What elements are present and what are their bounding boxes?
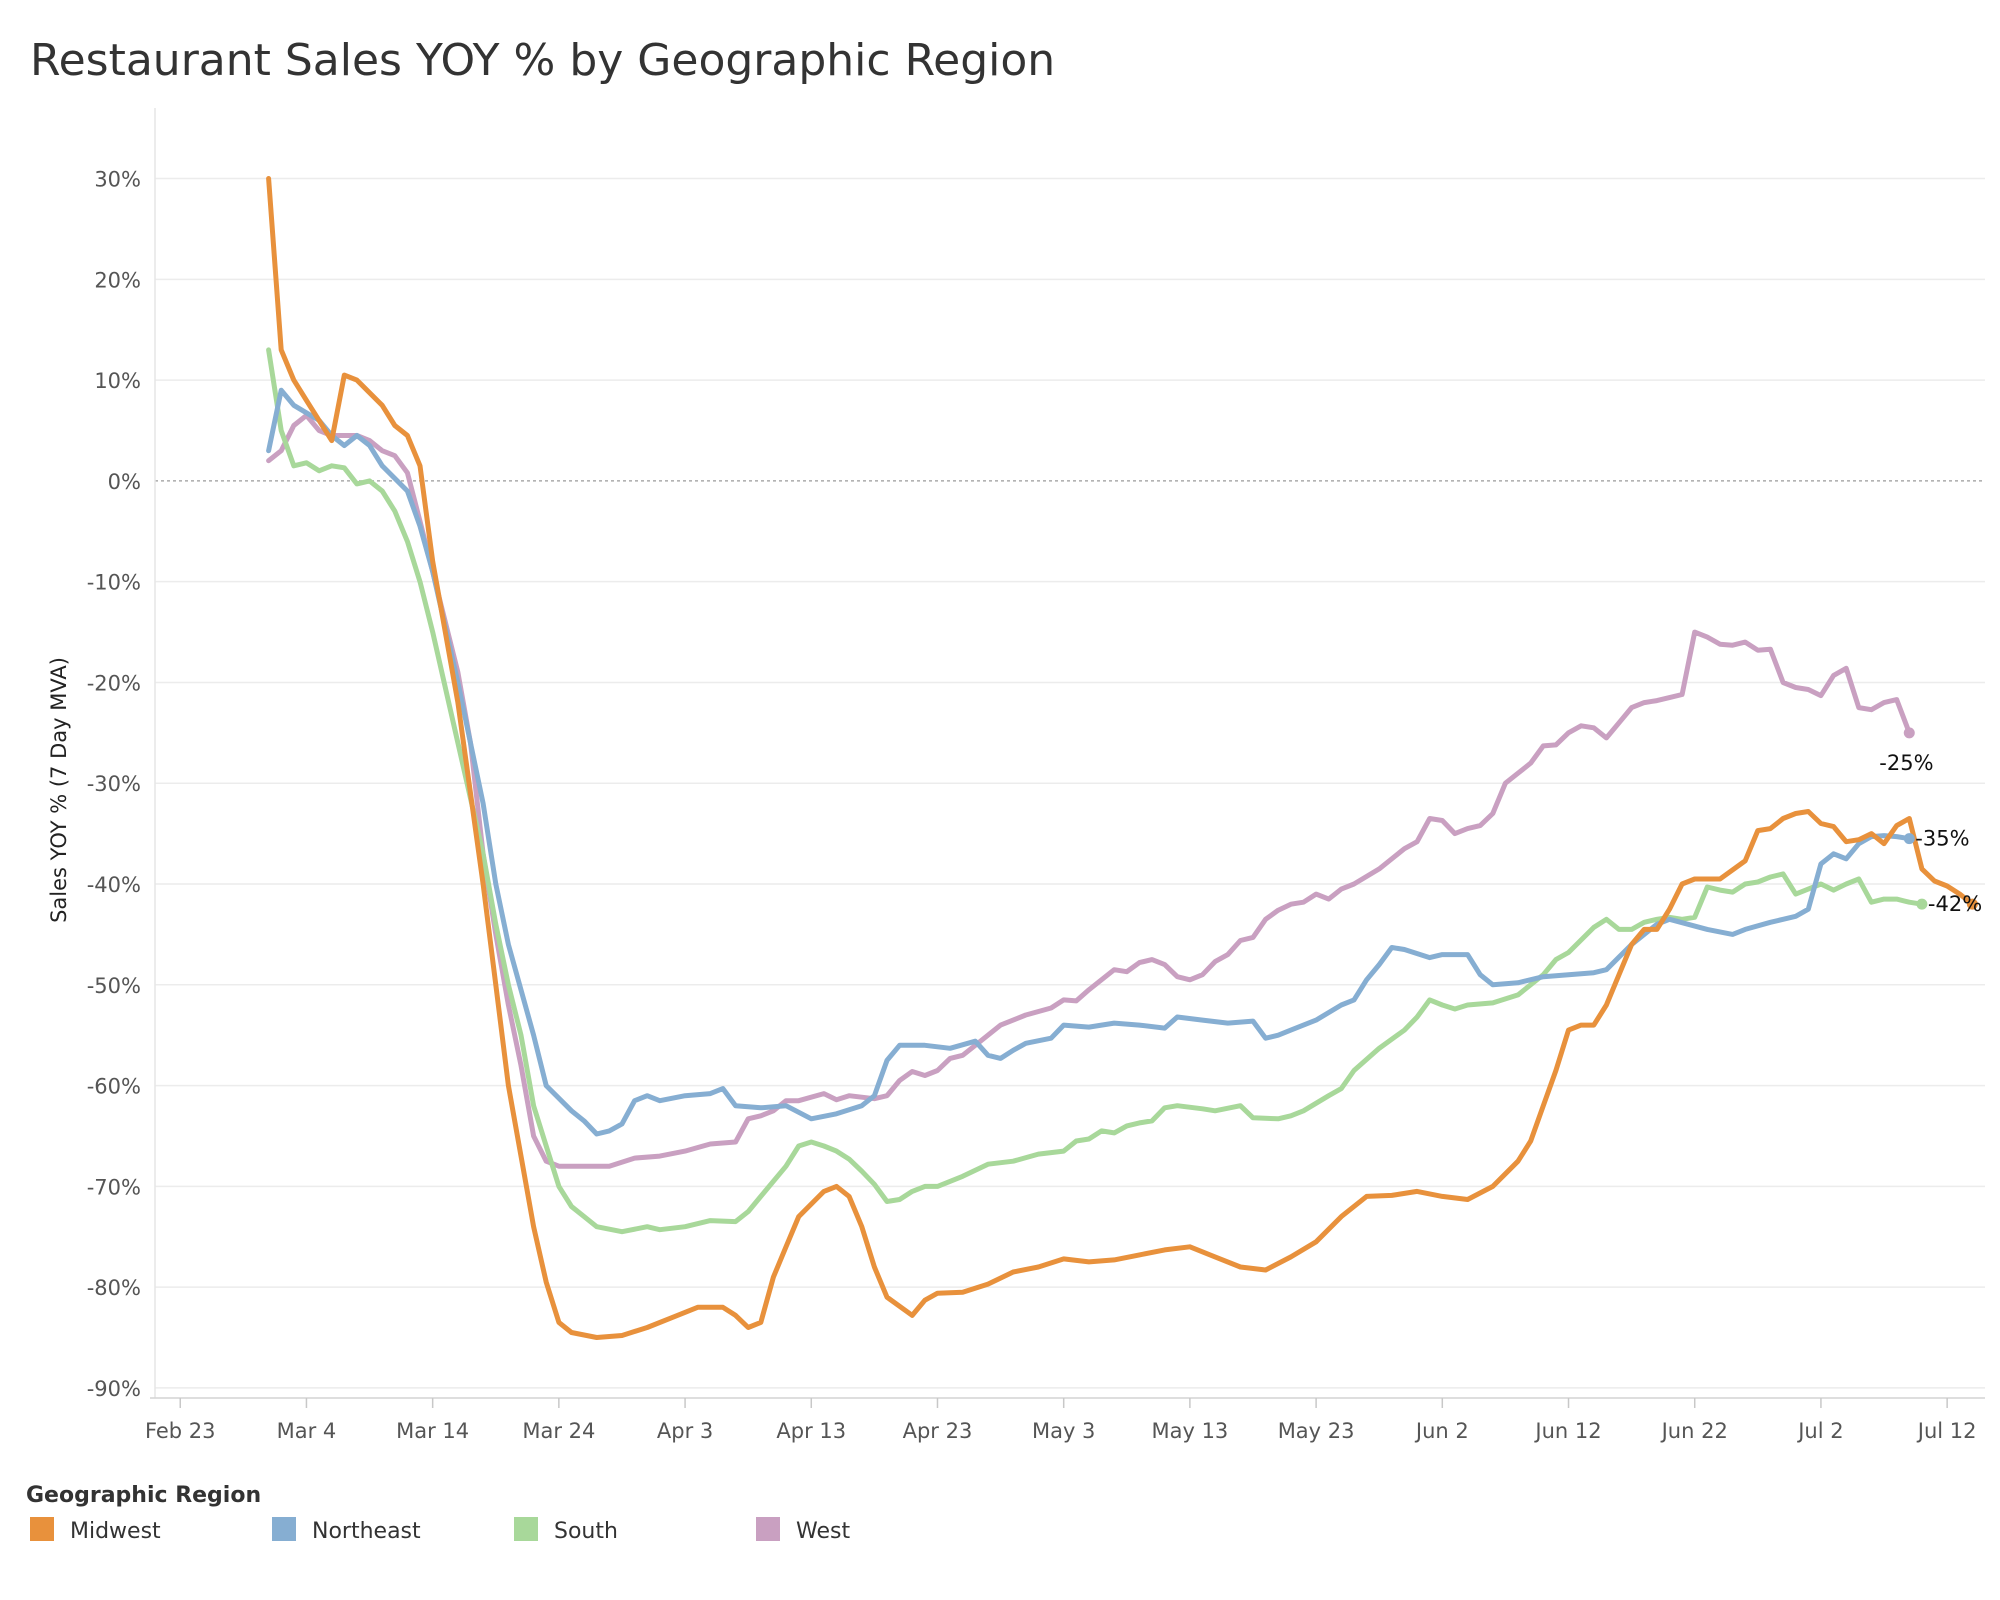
legend-swatch-northeast bbox=[272, 1517, 296, 1541]
y-tick-label: -50% bbox=[87, 974, 141, 998]
end-marker-midwest bbox=[1966, 898, 1978, 910]
y-tick-label: 0% bbox=[108, 470, 141, 494]
gridlines bbox=[155, 177, 1985, 1389]
y-tick-label: -70% bbox=[87, 1175, 141, 1199]
x-tick-label: Jun 2 bbox=[1414, 1419, 1469, 1443]
x-tick-label: Apr 3 bbox=[657, 1419, 713, 1443]
y-tick-label: -90% bbox=[87, 1377, 141, 1401]
end-label-south: -42% bbox=[1928, 892, 1982, 916]
end-marker-south bbox=[1916, 898, 1928, 910]
series-line-south bbox=[266, 347, 1925, 1235]
y-tick-label: -60% bbox=[87, 1075, 141, 1099]
y-tick-label: -10% bbox=[87, 571, 141, 595]
y-tick-label: -40% bbox=[87, 873, 141, 897]
end-marker-west bbox=[1903, 727, 1915, 739]
end-marker-northeast bbox=[1903, 833, 1915, 845]
y-tick-label: -20% bbox=[87, 671, 141, 695]
y-axis-label: Sales YOY % (7 Day MVA) bbox=[47, 657, 71, 923]
series-line-west bbox=[266, 412, 1912, 1169]
chart-title: Restaurant Sales YOY % by Geographic Reg… bbox=[30, 35, 1055, 86]
y-tick-label: 20% bbox=[94, 268, 141, 292]
legend-label-northeast: Northeast bbox=[312, 1519, 421, 1544]
x-tick-label: Jul 2 bbox=[1796, 1419, 1843, 1443]
x-tick-label: Mar 4 bbox=[277, 1419, 337, 1443]
legend-label-west: West bbox=[796, 1519, 850, 1544]
x-tick-label: Mar 14 bbox=[396, 1419, 469, 1443]
end-markers: -35% -42% -25% bbox=[1879, 727, 1982, 916]
legend: Geographic Region Midwest Northeast South W… bbox=[26, 1483, 850, 1544]
y-tick-label: 30% bbox=[94, 168, 141, 192]
x-axis-ticks: Feb 23 Mar 4 Mar 14 Mar 24 Apr 3 Apr 13 Apr 23… bbox=[145, 1398, 1977, 1443]
x-tick-label: May 23 bbox=[1278, 1419, 1355, 1443]
y-axis-ticks: 30% 20% 10% 0% -10% -20% -30% -40% -50% -60% -70% -… bbox=[87, 168, 141, 1401]
x-tick-label: Jun 22 bbox=[1660, 1419, 1728, 1443]
legend-title: Geographic Region bbox=[26, 1483, 261, 1508]
legend-label-midwest: Midwest bbox=[70, 1519, 161, 1544]
series-lines bbox=[266, 176, 1975, 1340]
series-line-midwest bbox=[266, 176, 1975, 1340]
legend-swatch-west bbox=[756, 1517, 780, 1541]
x-tick-label: May 13 bbox=[1151, 1419, 1228, 1443]
x-tick-label: Jul 12 bbox=[1916, 1419, 1977, 1443]
end-label-west: -25% bbox=[1879, 751, 1933, 775]
y-tick-label: -30% bbox=[87, 772, 141, 796]
x-tick-label: Apr 13 bbox=[776, 1419, 846, 1443]
y-tick-label: 10% bbox=[94, 369, 141, 393]
legend-items: Midwest Northeast South West bbox=[30, 1517, 850, 1544]
legend-swatch-midwest bbox=[30, 1517, 54, 1541]
x-tick-label: Mar 24 bbox=[522, 1419, 595, 1443]
legend-swatch-south bbox=[514, 1517, 538, 1541]
x-tick-label: Apr 23 bbox=[903, 1419, 973, 1443]
end-label-northeast: -35% bbox=[1915, 827, 1969, 851]
x-tick-label: Feb 23 bbox=[145, 1419, 216, 1443]
series-line-northeast bbox=[266, 387, 1912, 1137]
x-tick-label: Jun 12 bbox=[1533, 1419, 1601, 1443]
legend-label-south: South bbox=[554, 1519, 618, 1544]
y-tick-label: -80% bbox=[87, 1276, 141, 1300]
x-tick-label: May 3 bbox=[1032, 1419, 1095, 1443]
